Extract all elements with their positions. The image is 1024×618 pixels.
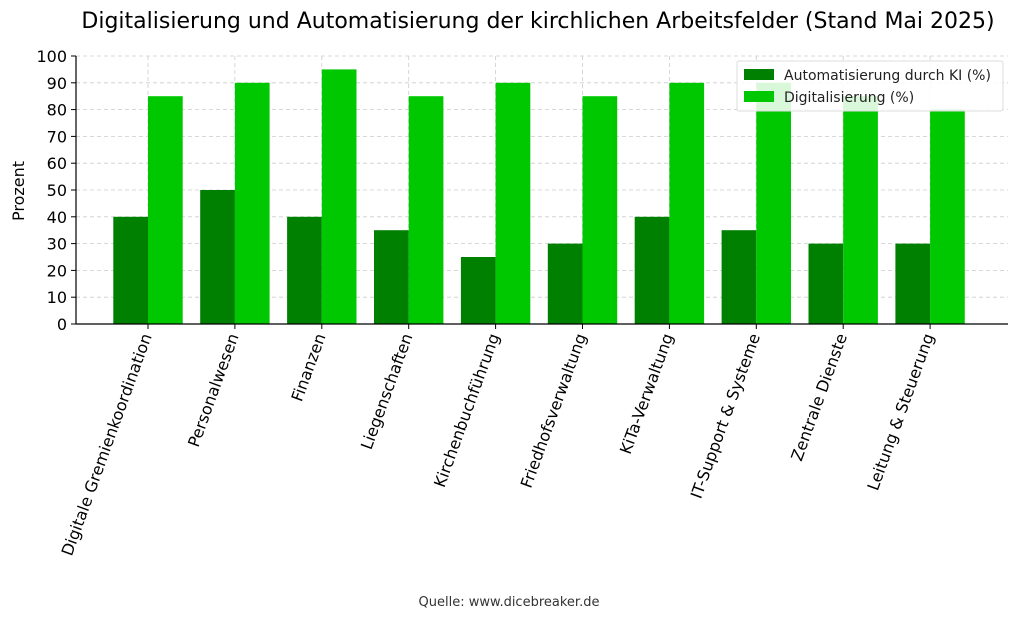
x-tick-labels: Digitale Gremienkoordination Personalwese… (58, 331, 938, 558)
y-tick-label: 90 (47, 74, 67, 93)
x-tick-label: Zentrale Dienste (787, 331, 851, 464)
bar-digitalisierung (495, 82, 531, 324)
bar-automatisierung (895, 243, 931, 324)
y-tick-label: 10 (47, 288, 67, 307)
source-note: Quelle: www.dicebreaker.de (419, 595, 600, 610)
bar-digitalisierung (321, 69, 357, 325)
bar-automatisierung (374, 230, 409, 324)
y-tick-label: 30 (47, 235, 67, 254)
x-tick-label: IT-Support & Systeme (687, 331, 764, 501)
legend-label-digitalisierung: Digitalisierung (%) (784, 90, 914, 106)
y-tick-labels: 0 10 20 30 40 50 60 70 80 90 100 (36, 47, 67, 334)
bar-automatisierung (547, 243, 583, 324)
bar-digitalisierung (669, 82, 705, 324)
bar-automatisierung (460, 257, 496, 324)
bar-digitalisierung (234, 82, 270, 324)
bar-digitalisierung (843, 96, 878, 324)
x-tick-label: Personalwesen (184, 331, 243, 450)
bar-digitalisierung (408, 96, 444, 324)
y-axis-label: Prozent (9, 161, 28, 221)
legend-box (736, 60, 1004, 112)
x-tick-label: Liegenschaften (357, 331, 417, 452)
bar-digitalisierung (148, 96, 183, 324)
bar-digitalisierung (582, 96, 618, 324)
x-tick-label: Friedhofsverwaltung (517, 331, 591, 491)
bar-digitalisierung (930, 109, 965, 324)
bar-automatisierung (808, 243, 844, 324)
y-tick-label: 0 (57, 315, 67, 334)
bar-automatisierung (200, 190, 235, 324)
x-tick-label: Kirchenbuchführung (430, 331, 503, 490)
y-tick-label: 70 (47, 127, 67, 146)
y-tick-label: 40 (47, 208, 67, 227)
x-tick-label: KiTa-Verwaltung (616, 331, 677, 457)
x-tick-label: Finanzen (287, 331, 329, 404)
x-tick-label: Digitale Gremienkoordination (58, 331, 156, 558)
y-tick-label: 80 (47, 101, 67, 120)
bar-digitalisierung (756, 82, 791, 324)
y-tick-label: 60 (47, 154, 67, 173)
bar-automatisierung (287, 216, 322, 324)
bar-automatisierung (113, 216, 148, 324)
legend-swatch-digitalisierung (744, 91, 774, 102)
legend: Automatisierung durch KI (%) Digitalisie… (736, 60, 1004, 112)
legend-swatch-automatisierung (744, 69, 774, 80)
y-tick-label: 100 (36, 47, 67, 66)
bar-automatisierung (634, 216, 670, 324)
bar-automatisierung (721, 230, 757, 324)
chart-title: Digitalisierung und Automatisierung der … (81, 9, 994, 34)
axes (71, 55, 1008, 329)
y-tick-label: 20 (47, 261, 67, 280)
x-tick-label: Leitung & Steuerung (863, 331, 937, 493)
y-tick-label: 50 (47, 181, 67, 200)
bars (113, 69, 965, 325)
legend-label-automatisierung: Automatisierung durch KI (%) (784, 68, 991, 84)
